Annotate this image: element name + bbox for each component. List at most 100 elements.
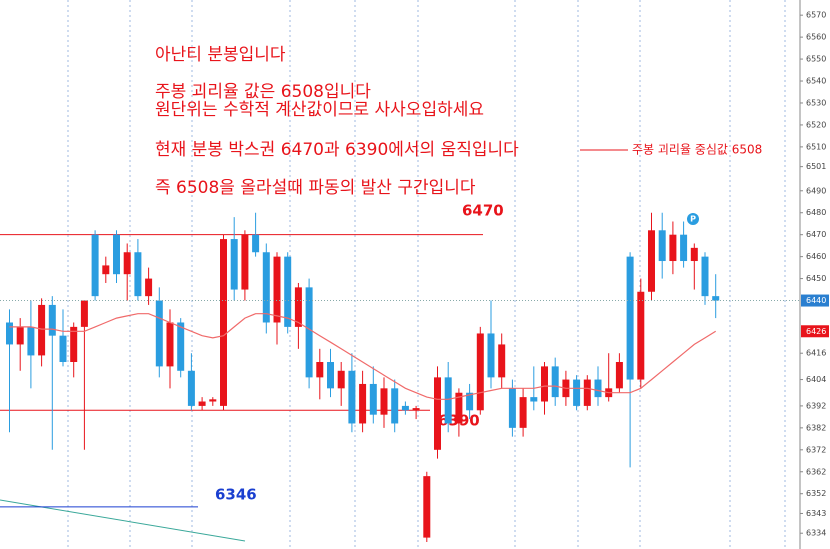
moving-average [9, 313, 717, 400]
y-tick-label: 6404 [806, 375, 826, 384]
candle-body [637, 291, 645, 380]
candle-body [423, 476, 431, 538]
y-tick-label: 6416 [806, 349, 826, 358]
candle-body [48, 304, 56, 336]
candle-body [648, 230, 655, 292]
y-tick-label: 6520 [806, 120, 826, 129]
marker-letter: P [690, 215, 696, 224]
candle-body [519, 397, 527, 428]
candle-body [187, 370, 195, 406]
candle-body [380, 388, 388, 415]
candle-body [305, 287, 313, 378]
candle-body [16, 326, 24, 345]
candle-body [273, 256, 281, 323]
candle-body [391, 388, 399, 424]
y-tick-label: 6450 [806, 274, 826, 283]
candle-body [80, 300, 88, 327]
y-tick-label: 6352 [806, 489, 826, 498]
candle-body [337, 370, 345, 389]
candle-body [615, 362, 623, 389]
candle-body [369, 383, 377, 415]
candle-body [198, 401, 206, 406]
y-tick-label: 6560 [806, 33, 826, 42]
y-tick-label: 6480 [806, 208, 826, 217]
ma-price-label: 6426 [806, 327, 826, 336]
y-tick-label: 6343 [806, 509, 826, 518]
candle-body [241, 234, 249, 290]
candle-body [690, 247, 698, 262]
candle-body [530, 397, 538, 402]
y-tick-label: 6501 [806, 162, 826, 171]
candle-body [102, 265, 110, 275]
annotation: 아난티 분봉입니다 [155, 45, 286, 65]
candle-body [123, 252, 131, 275]
candle-body [669, 234, 677, 262]
candle-body [113, 234, 120, 275]
candle-body [594, 379, 602, 398]
candle-body [487, 333, 495, 378]
candle-body [70, 326, 78, 362]
candle-body [294, 287, 302, 327]
candle-body [262, 252, 270, 323]
candle-body [498, 344, 506, 378]
candle-body [348, 370, 356, 424]
time-grid [67, 0, 786, 549]
candle-body [209, 399, 217, 402]
candle-body [284, 256, 292, 327]
last-price-box [801, 294, 829, 307]
candle-body [680, 234, 688, 262]
candle-body [476, 333, 484, 411]
annotation: 원단위는 수학적 계산값이므로 사사오입하세요 [155, 100, 484, 120]
candle-body [412, 408, 420, 411]
candle-body [626, 256, 634, 380]
candle-body [401, 405, 409, 411]
annotation: 즉 6508을 올라설때 파동의 발산 구간입니다 [155, 178, 476, 198]
level-label: 6470 [462, 202, 504, 220]
candle-body [27, 326, 35, 356]
candle-body [145, 278, 153, 297]
y-tick-label: 6392 [806, 401, 826, 410]
candle-body [252, 234, 260, 253]
candle-body [466, 392, 474, 411]
candle-body [59, 335, 67, 362]
y-tick-label: 6510 [806, 142, 826, 151]
candle-body [573, 379, 581, 406]
candle-body [166, 322, 174, 367]
y-tick-label: 6334 [806, 529, 826, 538]
candle-body [230, 239, 238, 290]
candle-body [455, 392, 463, 424]
candle-body [91, 234, 99, 297]
side-note: 주봉 괴리율 중심값 6508 [632, 143, 762, 157]
candle-body [541, 366, 548, 402]
annotation: 주봉 괴리율 값은 6508입니다 [155, 82, 371, 102]
y-tick-label: 6470 [806, 230, 826, 239]
ma-price-box [801, 325, 829, 338]
y-tick-label: 6460 [806, 252, 826, 261]
candle-body [434, 377, 441, 450]
candle-body [6, 322, 13, 345]
last-price-label: 6440 [806, 296, 826, 305]
y-tick-label: 6540 [806, 77, 826, 86]
y-tick-label: 6372 [806, 445, 826, 454]
y-tick-label: 6550 [806, 55, 826, 64]
candle-body [220, 239, 227, 406]
candle-body [508, 388, 516, 428]
candle-body [327, 362, 334, 389]
y-tick-label: 6362 [806, 467, 826, 476]
candle-body [177, 322, 185, 371]
candle-body [712, 296, 720, 301]
candle-body [701, 256, 709, 297]
candle-body [316, 362, 324, 378]
annotation: 현재 분봉 박스권 6470과 6390에서의 움직입니다 [155, 140, 519, 160]
y-tick-label: 6570 [806, 11, 826, 20]
candle-body [155, 300, 163, 367]
candle-body [38, 304, 46, 356]
candle-body [444, 377, 452, 424]
level-label: 6346 [215, 486, 257, 504]
candle-body [658, 230, 666, 262]
candle-body [134, 252, 142, 297]
y-tick-label: 6530 [806, 98, 826, 107]
y-tick-label: 6490 [806, 186, 826, 195]
marker-icon [687, 213, 699, 225]
